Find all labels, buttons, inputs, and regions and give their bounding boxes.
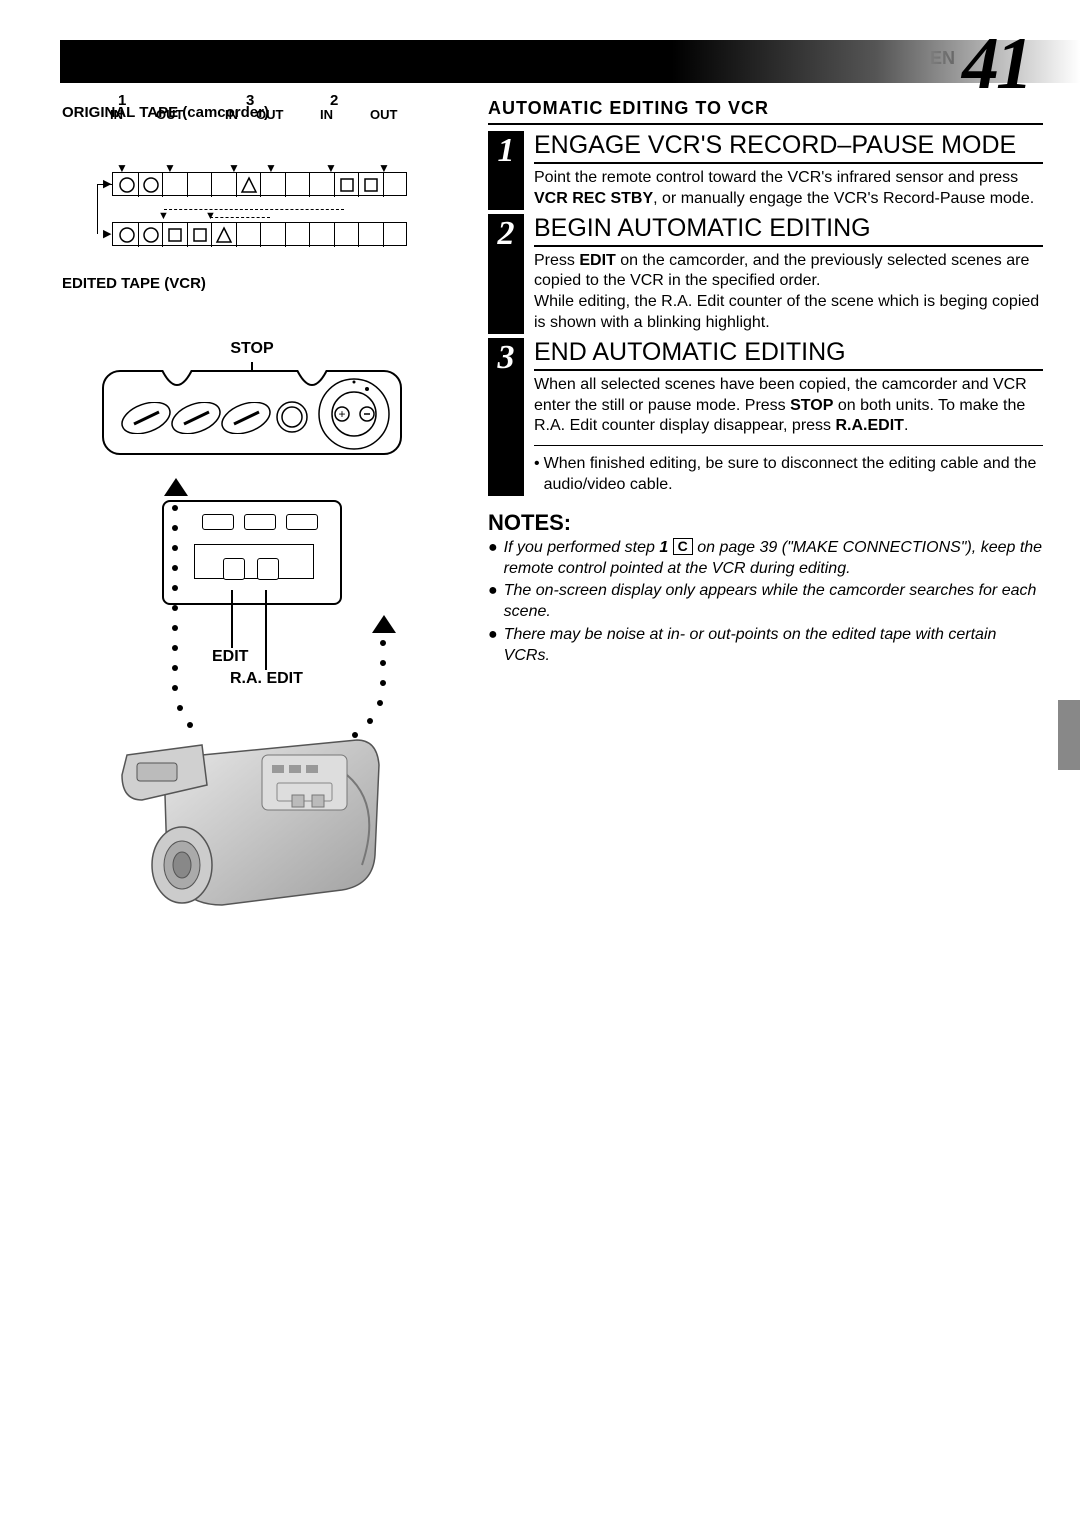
ra-edit-label: R.A. EDIT — [230, 670, 303, 688]
remote-button-icon — [272, 397, 312, 437]
out-1: OUT — [156, 107, 183, 122]
left-column: ORIGINAL TAPE (camcorder) 1 3 2 IN OUT I… — [62, 104, 442, 292]
dot-icon — [172, 565, 178, 571]
camcorder-icon — [107, 715, 397, 945]
circle-mark-icon — [141, 175, 161, 195]
triangle-mark-icon — [239, 175, 259, 195]
dot-icon — [172, 525, 178, 531]
step-number: 1 — [488, 131, 524, 171]
step-body: When all selected scenes have been copie… — [534, 375, 1043, 437]
scene-num-3: 3 — [246, 92, 254, 109]
step-title: END AUTOMATIC EDITING — [534, 338, 1043, 371]
step-body: Point the remote control toward the VCR'… — [534, 168, 1043, 210]
svg-text:+: + — [338, 407, 345, 421]
dash-line — [210, 217, 270, 218]
note-item: ●If you performed step 1 C on page 39 ("… — [488, 538, 1043, 580]
page-number: 41 — [962, 22, 1030, 107]
dot-icon — [380, 640, 386, 646]
dot-icon — [172, 605, 178, 611]
dot-icon — [177, 705, 183, 711]
triangle-mark-icon — [214, 225, 234, 245]
pointer-line — [265, 590, 267, 670]
dash-line — [164, 209, 344, 210]
dot-icon — [380, 660, 386, 666]
circle-mark-icon — [117, 225, 137, 245]
stop-label: STOP — [62, 340, 442, 358]
notes-title: NOTES: — [488, 510, 1043, 536]
notes-list: ●If you performed step 1 C on page 39 ("… — [488, 538, 1043, 667]
remote-button-icon — [169, 402, 224, 434]
in-1: IN — [110, 107, 123, 122]
arrow-right-icon: ▶ — [103, 177, 111, 190]
side-tab — [1058, 700, 1080, 770]
triangle-up-icon — [164, 478, 188, 496]
camcorder-diagram: EDIT R.A. EDIT — [62, 440, 442, 605]
dot-icon — [172, 585, 178, 591]
square-mark-icon — [165, 225, 185, 245]
in-2: IN — [320, 107, 333, 122]
dot-icon — [172, 665, 178, 671]
section-title: AUTOMATIC EDITING TO VCR — [488, 98, 1043, 125]
circle-mark-icon — [117, 175, 137, 195]
in-3: IN — [225, 107, 238, 122]
square-mark-icon — [361, 175, 381, 195]
step-row: 3 END AUTOMATIC EDITING When all selected … — [488, 338, 1043, 496]
step-number: 3 — [488, 338, 524, 378]
dot-icon — [380, 680, 386, 686]
original-tape-row — [112, 172, 407, 196]
circle-mark-icon — [141, 225, 161, 245]
dot-icon — [172, 545, 178, 551]
pointer-line — [231, 590, 233, 648]
step-body: Press EDIT on the camcorder, and the pre… — [534, 251, 1043, 334]
square-mark-icon — [190, 225, 210, 245]
edited-tape-label: EDITED TAPE (VCR) — [62, 275, 442, 292]
out-3: OUT — [256, 107, 283, 122]
dot-icon — [377, 700, 383, 706]
remote-button-icon — [119, 402, 174, 434]
dot-icon — [172, 685, 178, 691]
square-mark-icon — [337, 175, 357, 195]
camcorder-panel — [162, 500, 342, 605]
triangle-up-icon — [372, 615, 396, 633]
arrow-down-icon: ▼ — [158, 210, 169, 222]
step-title: BEGIN AUTOMATIC EDITING — [534, 214, 1043, 247]
page-lang: EN — [930, 48, 955, 69]
arrow-down-icon: ▼ — [205, 210, 216, 222]
dot-icon — [172, 645, 178, 651]
step-row: 1 ENGAGE VCR'S RECORD–PAUSE MODE Point the… — [488, 131, 1043, 210]
arrow-right-icon: ▶ — [103, 227, 111, 240]
dot-icon — [172, 505, 178, 511]
header-gradient-bar — [60, 40, 1080, 83]
post-bullet: •When finished editing, be sure to disco… — [534, 454, 1043, 496]
dot-icon — [172, 625, 178, 631]
panel-button — [286, 514, 318, 530]
edited-tape-row — [112, 222, 407, 246]
panel-button — [244, 514, 276, 530]
out-2: OUT — [370, 107, 397, 122]
edit-label: EDIT — [212, 648, 248, 666]
note-item: ●There may be noise at in- or out-points… — [488, 625, 1043, 667]
edit-button — [223, 558, 245, 580]
note-item: ●The on-screen display only appears whil… — [488, 581, 1043, 623]
ra-edit-button — [257, 558, 279, 580]
step-number: 2 — [488, 214, 524, 254]
step-title: ENGAGE VCR'S RECORD–PAUSE MODE — [534, 131, 1043, 164]
right-column: AUTOMATIC EDITING TO VCR 1 ENGAGE VCR'S R… — [488, 98, 1043, 669]
panel-inner — [194, 544, 314, 579]
tape-diagram: 1 3 2 IN OUT IN OUT IN OUT ▼ ▼ ▼ ▼ ▼ ▼ — [70, 127, 410, 257]
remote-diagram: STOP + — [62, 340, 442, 455]
remote-button-icon — [219, 402, 274, 434]
panel-button — [202, 514, 234, 530]
step-row: 2 BEGIN AUTOMATIC EDITING Press EDIT on th… — [488, 214, 1043, 334]
